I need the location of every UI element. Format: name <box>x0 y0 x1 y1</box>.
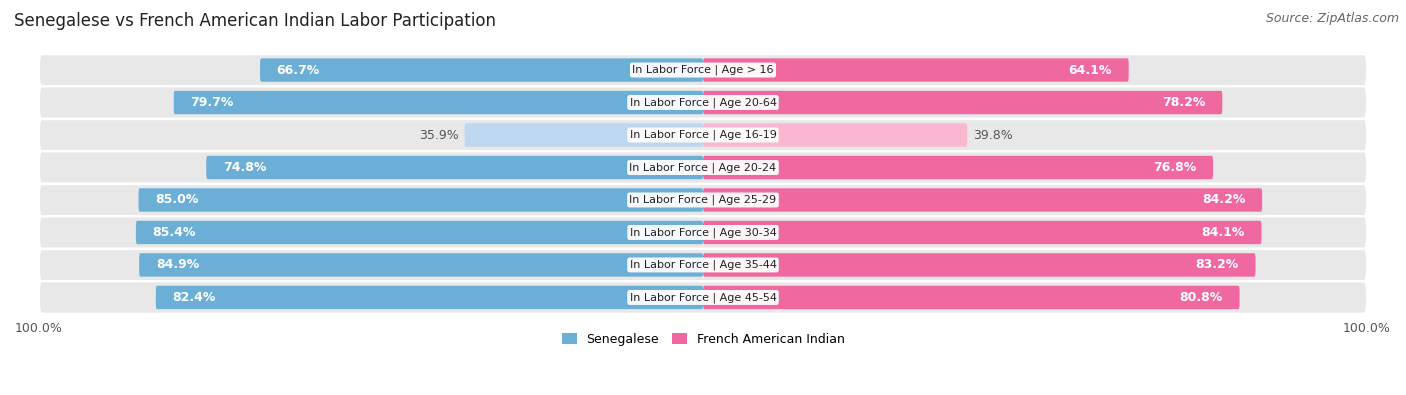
Text: In Labor Force | Age 35-44: In Labor Force | Age 35-44 <box>630 260 776 270</box>
FancyBboxPatch shape <box>703 253 1256 276</box>
FancyBboxPatch shape <box>703 58 1129 82</box>
FancyBboxPatch shape <box>39 54 1367 86</box>
Legend: Senegalese, French American Indian: Senegalese, French American Indian <box>557 327 849 351</box>
FancyBboxPatch shape <box>39 216 1367 249</box>
Text: 84.2%: 84.2% <box>1202 194 1246 207</box>
FancyBboxPatch shape <box>703 188 1263 212</box>
Text: In Labor Force | Age 16-19: In Labor Force | Age 16-19 <box>630 130 776 140</box>
Text: 85.4%: 85.4% <box>152 226 195 239</box>
Text: 78.2%: 78.2% <box>1163 96 1206 109</box>
FancyBboxPatch shape <box>39 151 1367 184</box>
Text: 84.1%: 84.1% <box>1202 226 1244 239</box>
Text: 79.7%: 79.7% <box>190 96 233 109</box>
Text: 83.2%: 83.2% <box>1195 258 1239 271</box>
Text: In Labor Force | Age > 16: In Labor Force | Age > 16 <box>633 65 773 75</box>
Text: Source: ZipAtlas.com: Source: ZipAtlas.com <box>1265 12 1399 25</box>
Text: 80.8%: 80.8% <box>1180 291 1223 304</box>
Text: 66.7%: 66.7% <box>277 64 321 77</box>
FancyBboxPatch shape <box>39 184 1367 216</box>
Text: 76.8%: 76.8% <box>1153 161 1197 174</box>
FancyBboxPatch shape <box>139 188 703 212</box>
FancyBboxPatch shape <box>39 281 1367 314</box>
Text: In Labor Force | Age 30-34: In Labor Force | Age 30-34 <box>630 227 776 238</box>
Text: 35.9%: 35.9% <box>419 128 460 141</box>
Text: In Labor Force | Age 25-29: In Labor Force | Age 25-29 <box>630 195 776 205</box>
Text: 82.4%: 82.4% <box>173 291 215 304</box>
FancyBboxPatch shape <box>207 156 703 179</box>
Text: 84.9%: 84.9% <box>156 258 200 271</box>
FancyBboxPatch shape <box>174 91 703 114</box>
FancyBboxPatch shape <box>156 286 703 309</box>
FancyBboxPatch shape <box>703 221 1261 244</box>
FancyBboxPatch shape <box>464 123 703 147</box>
Text: Senegalese vs French American Indian Labor Participation: Senegalese vs French American Indian Lab… <box>14 12 496 30</box>
Text: 64.1%: 64.1% <box>1069 64 1112 77</box>
Text: 85.0%: 85.0% <box>155 194 198 207</box>
FancyBboxPatch shape <box>39 119 1367 151</box>
FancyBboxPatch shape <box>703 156 1213 179</box>
FancyBboxPatch shape <box>260 58 703 82</box>
FancyBboxPatch shape <box>39 86 1367 119</box>
Text: In Labor Force | Age 20-24: In Labor Force | Age 20-24 <box>630 162 776 173</box>
Text: In Labor Force | Age 45-54: In Labor Force | Age 45-54 <box>630 292 776 303</box>
FancyBboxPatch shape <box>136 221 703 244</box>
FancyBboxPatch shape <box>39 249 1367 281</box>
Text: 39.8%: 39.8% <box>973 128 1012 141</box>
FancyBboxPatch shape <box>139 253 703 276</box>
Text: 74.8%: 74.8% <box>224 161 266 174</box>
FancyBboxPatch shape <box>703 123 967 147</box>
FancyBboxPatch shape <box>703 91 1222 114</box>
FancyBboxPatch shape <box>703 286 1240 309</box>
Text: In Labor Force | Age 20-64: In Labor Force | Age 20-64 <box>630 97 776 108</box>
